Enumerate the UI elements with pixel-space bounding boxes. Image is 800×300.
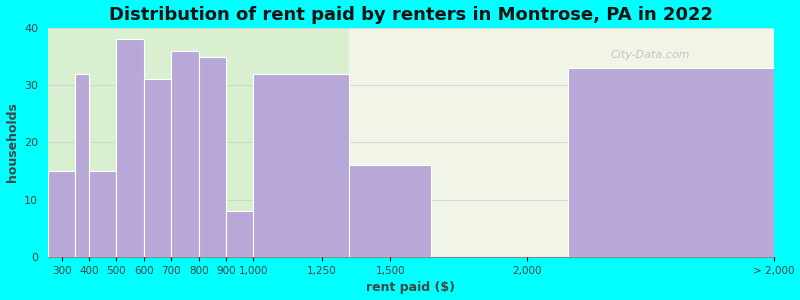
Bar [48, 171, 75, 257]
Bar [171, 51, 198, 257]
X-axis label: rent paid ($): rent paid ($) [366, 281, 455, 294]
Bar [117, 39, 144, 257]
Bar [350, 165, 431, 257]
Bar [89, 171, 117, 257]
Bar [568, 68, 774, 257]
Bar [48, 171, 75, 257]
Bar [144, 80, 171, 257]
Bar [226, 211, 254, 257]
Bar [89, 171, 117, 257]
Bar [171, 51, 198, 257]
Bar [198, 56, 226, 257]
Bar [568, 68, 774, 257]
Bar [75, 74, 89, 257]
Text: City-Data.com: City-Data.com [610, 50, 690, 60]
Bar [75, 74, 89, 257]
Bar [254, 74, 350, 257]
Bar [350, 165, 431, 257]
Bar [226, 211, 254, 257]
Bar [144, 80, 171, 257]
Bar [117, 39, 144, 257]
Y-axis label: households: households [6, 102, 18, 182]
Bar [198, 56, 226, 257]
Bar [48, 28, 350, 257]
Bar [350, 28, 774, 257]
Title: Distribution of rent paid by renters in Montrose, PA in 2022: Distribution of rent paid by renters in … [109, 6, 713, 24]
Bar [254, 74, 350, 257]
